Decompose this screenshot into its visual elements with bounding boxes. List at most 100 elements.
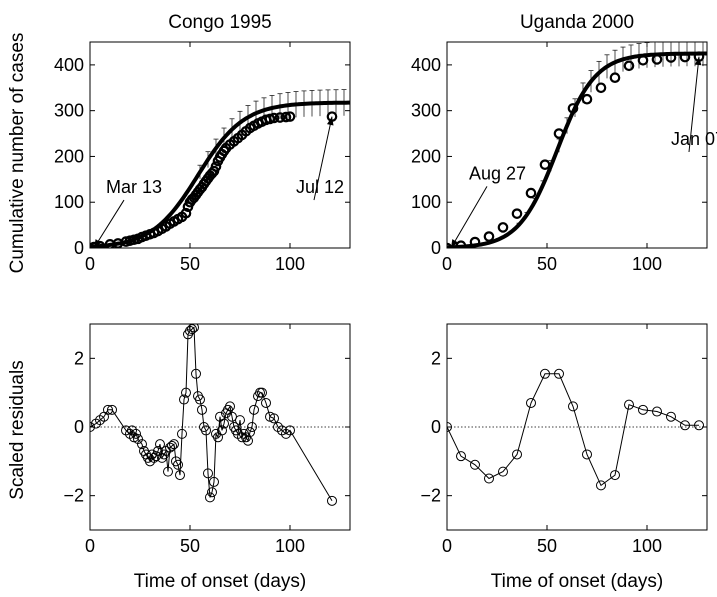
y-tick-label: 2 xyxy=(431,348,441,368)
plot-area xyxy=(90,89,350,248)
residual-point xyxy=(512,449,522,460)
residual-point xyxy=(484,473,494,484)
data-point xyxy=(210,161,222,172)
x-tick-label: 100 xyxy=(275,536,305,556)
residual-line xyxy=(90,326,333,502)
data-point xyxy=(180,207,192,219)
x-tick-label: 0 xyxy=(85,254,95,274)
data-point xyxy=(581,93,593,105)
uganda-cumulative-panel: 0 50 100 0 100 200 300 400 Uganda 2000 Aug 27 Jan … xyxy=(411,12,717,274)
residual-point xyxy=(197,404,207,415)
y-tick-label: 300 xyxy=(54,101,84,121)
residual-point xyxy=(666,411,676,422)
residual-point xyxy=(167,440,177,451)
residual-point xyxy=(103,404,113,415)
residual-point xyxy=(205,492,215,503)
annotation-arrowhead xyxy=(451,239,459,248)
residual-point xyxy=(498,466,508,477)
x-tick-label: 50 xyxy=(537,254,557,274)
uganda-residuals-panel: 0 50 100 −2 0 2 Time of onset (days) xyxy=(420,323,708,592)
residual-point xyxy=(624,399,634,410)
annotation-label: Jul 12 xyxy=(296,177,344,197)
residual-point xyxy=(694,420,704,431)
x-tick-label: 100 xyxy=(632,254,662,274)
data-point xyxy=(679,51,691,63)
residual-point xyxy=(169,439,179,450)
y-tick-label: 100 xyxy=(54,192,84,212)
congo-residuals-panel: 0 50 100 −2 0 2 Time of onset (days) xyxy=(63,323,351,592)
y-tick-label: 300 xyxy=(411,101,441,121)
residual-point xyxy=(175,470,185,481)
residual-point xyxy=(638,404,648,415)
residual-point xyxy=(269,413,279,424)
residual-point xyxy=(257,387,267,398)
residual-point xyxy=(163,466,173,477)
plot-area xyxy=(447,42,707,248)
residual-point xyxy=(90,422,95,432)
residual-point xyxy=(131,428,141,439)
y-tick-label: 0 xyxy=(431,238,441,258)
data-point xyxy=(511,208,523,219)
residual-point xyxy=(568,401,578,412)
residual-point xyxy=(526,397,536,408)
x-tick-label: 50 xyxy=(537,536,557,556)
y-tick-label: −2 xyxy=(63,486,84,506)
panel-title: Uganda 2000 xyxy=(520,12,634,33)
residual-point xyxy=(245,427,255,438)
data-point xyxy=(525,187,537,199)
annotation-arrow xyxy=(93,199,125,249)
data-point xyxy=(280,111,292,123)
x-axis-label: Time of onset (days) xyxy=(491,571,663,592)
residual-point xyxy=(137,439,147,450)
residual-point xyxy=(249,404,259,415)
y-tick-label: 200 xyxy=(54,146,84,166)
residual-point xyxy=(225,401,235,412)
annotation-arrowhead xyxy=(694,56,702,66)
residual-point xyxy=(209,476,219,487)
axes-frame xyxy=(89,41,351,249)
residual-point xyxy=(187,324,197,335)
residual-point xyxy=(447,422,452,432)
residual-point xyxy=(219,418,229,429)
residual-point xyxy=(680,420,690,431)
data-point xyxy=(567,103,579,114)
annotation-label: Jan 07 xyxy=(671,129,717,149)
annotation-arrow xyxy=(450,186,488,249)
congo-cumulative-panel: 0 50 100 0 100 200 300 400 Congo 1995 Mar 13 Jul 1… xyxy=(54,12,351,274)
y-tick-label: 400 xyxy=(54,55,84,75)
data-point xyxy=(595,82,607,94)
plot-area xyxy=(90,324,350,506)
residual-point xyxy=(261,397,271,408)
data-point xyxy=(284,111,296,122)
residual-point xyxy=(470,459,480,470)
x-tick-label: 100 xyxy=(632,536,662,556)
residual-line xyxy=(447,373,699,487)
residual-point xyxy=(179,394,189,405)
fitted-curve xyxy=(90,100,350,248)
data-point xyxy=(483,231,495,242)
axes-frame xyxy=(446,41,708,249)
data-point xyxy=(455,240,467,248)
residual-point xyxy=(247,422,257,432)
residual-point xyxy=(155,439,165,450)
x-tick-label: 0 xyxy=(442,536,452,556)
annotation-label: Aug 27 xyxy=(469,163,526,183)
residual-point xyxy=(540,368,550,379)
annotation-arrowhead xyxy=(94,239,102,248)
residual-point xyxy=(181,387,191,398)
data-point xyxy=(651,54,663,65)
residual-point xyxy=(177,428,187,439)
plot-area xyxy=(447,368,707,491)
data-point xyxy=(90,241,100,248)
residual-point xyxy=(107,404,117,415)
residual-point xyxy=(207,487,217,498)
data-point xyxy=(268,112,280,124)
ylabel-cumulative: Cumulative number of cases xyxy=(7,33,28,274)
y-tick-label: 100 xyxy=(411,192,441,212)
residual-point xyxy=(235,415,245,426)
fitted-curve xyxy=(447,51,707,248)
data-point xyxy=(469,236,481,248)
y-tick-label: 0 xyxy=(431,417,441,437)
residual-point xyxy=(610,470,620,481)
